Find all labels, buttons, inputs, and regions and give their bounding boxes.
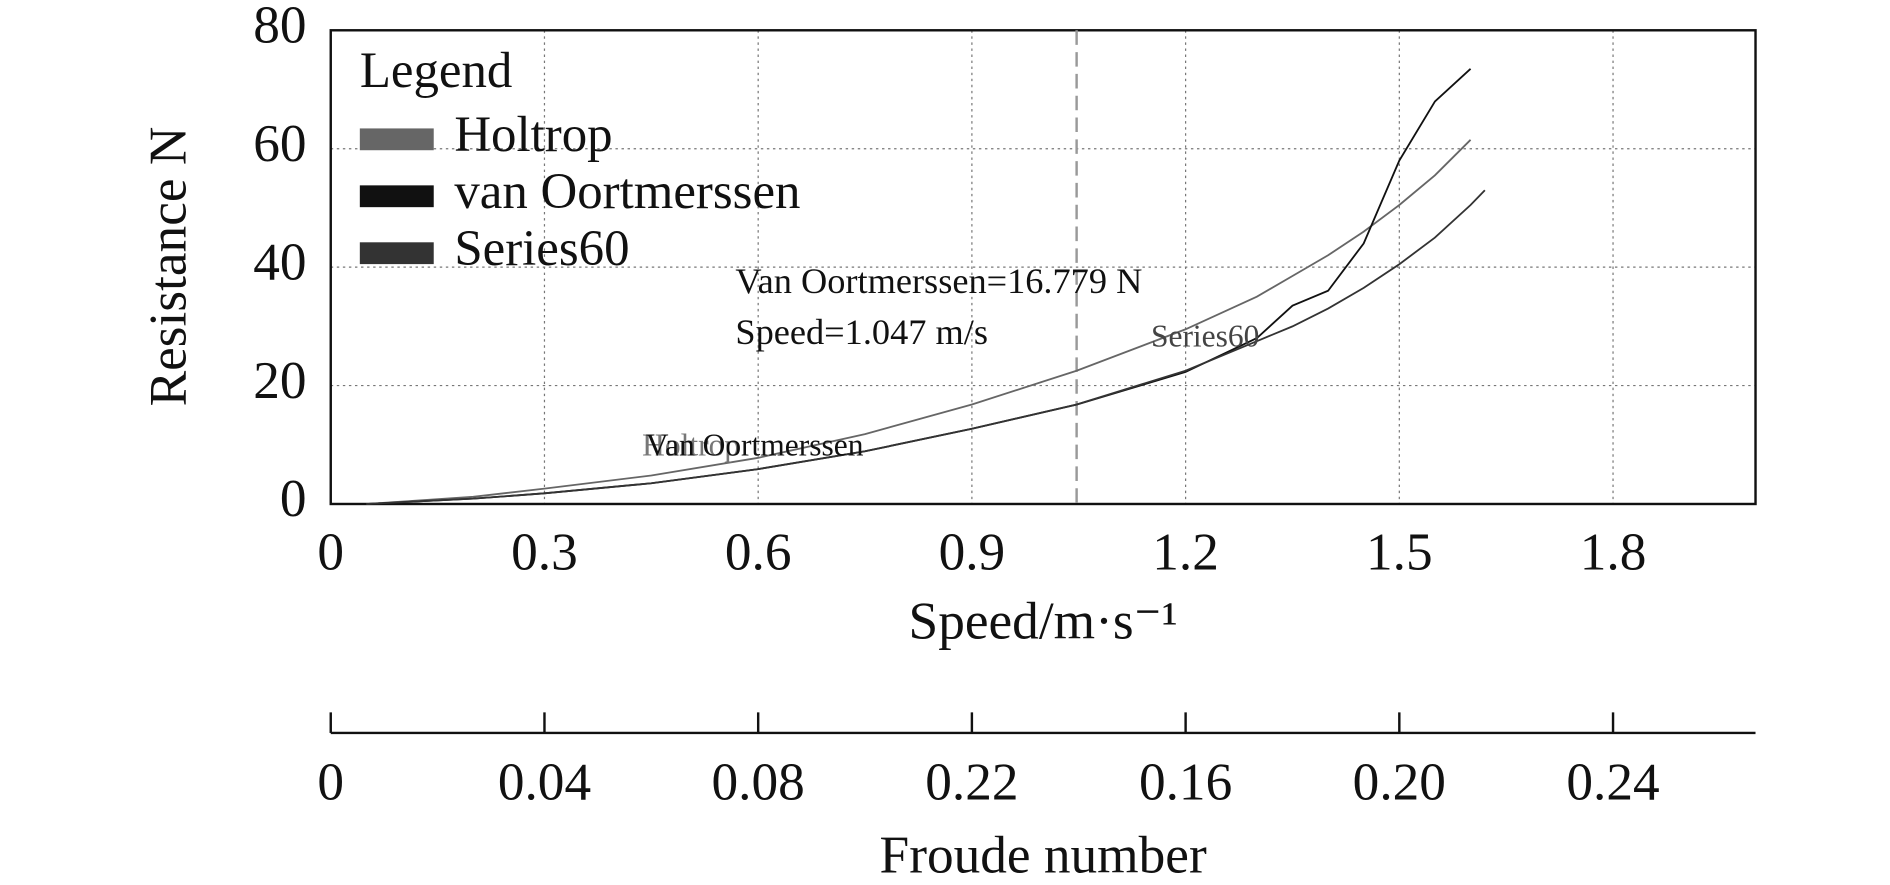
froude-axis-label: Froude number <box>880 825 1207 884</box>
series-line <box>366 189 1486 505</box>
x-tick-label: 0 <box>317 523 344 582</box>
legend-swatch <box>359 128 434 151</box>
froude-tick-label: 0.08 <box>712 753 805 812</box>
froude-tick-label: 0.04 <box>498 753 591 812</box>
curve-label: Series60 <box>1151 318 1259 353</box>
x-tick-label: 0.9 <box>939 523 1006 582</box>
legend-label: Holtrop <box>454 107 612 163</box>
x-tick-label: 1.5 <box>1366 523 1433 582</box>
x-tick-label: 0.3 <box>511 523 578 582</box>
series-line <box>366 139 1472 505</box>
y-axis-label: Resistance N <box>138 127 197 407</box>
plot-frame <box>329 29 1757 506</box>
y-tick-label: 40 <box>253 232 306 291</box>
curve-label: Van Oortmerssen <box>646 427 864 462</box>
y-tick-label: 80 <box>253 0 306 55</box>
legend-title: Legend <box>360 43 513 99</box>
y-tick-label: 20 <box>253 351 306 410</box>
froude-tick-label: 0.16 <box>1139 753 1232 812</box>
froude-tick-label: 0.20 <box>1353 753 1446 812</box>
legend-label: Series60 <box>454 221 629 277</box>
froude-tick-label: 0.24 <box>1566 753 1659 812</box>
x-tick-label: 1.2 <box>1152 523 1219 582</box>
legend-swatch <box>359 185 434 208</box>
curve-label: Holtrop <box>642 427 740 462</box>
x-tick-label: 1.8 <box>1580 523 1647 582</box>
legend-swatch <box>359 242 434 265</box>
annotation: Speed=1.047 m/s <box>735 312 988 352</box>
x-axis-label: Speed/m·s⁻¹ <box>909 592 1178 651</box>
y-tick-label: 0 <box>280 469 307 528</box>
annotation: Van Oortmerssen=16.779 N <box>735 261 1142 301</box>
legend-label: van Oortmerssen <box>454 164 800 220</box>
y-tick-label: 60 <box>253 114 306 173</box>
froude-tick-label: 0.22 <box>925 753 1018 812</box>
x-tick-label: 0.6 <box>725 523 792 582</box>
froude-tick-label: 0 <box>317 753 344 812</box>
